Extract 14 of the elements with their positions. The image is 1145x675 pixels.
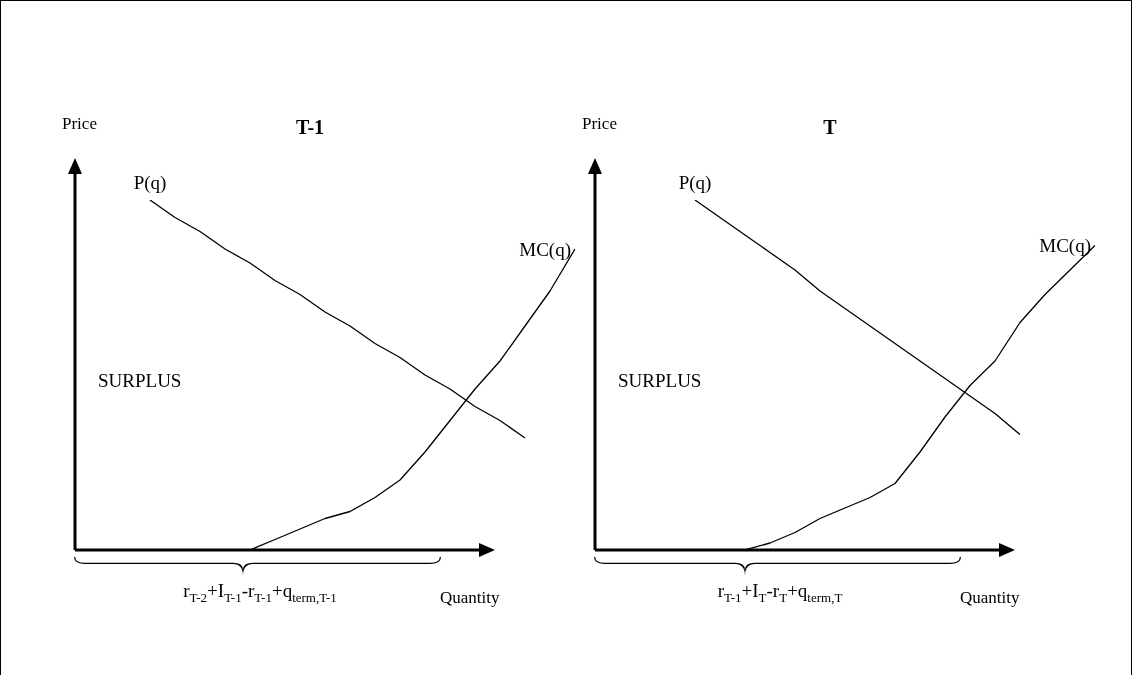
series-label: MC(q) <box>519 238 571 261</box>
chart-title: T <box>822 116 838 139</box>
annotation: SURPLUS <box>98 370 182 392</box>
series-label: P(q) <box>678 172 712 195</box>
chart-title: T-1 <box>294 116 326 139</box>
y-axis-title: Price <box>582 114 617 134</box>
annotation: SURPLUS <box>618 370 702 392</box>
y-axis-title: Price <box>62 114 97 134</box>
text: r$_{T-2}$+I$_{T-1}$-r$_{T-1}$+q$_{term,T-1}$ <box>183 580 337 605</box>
series-label: P(q) <box>133 172 167 195</box>
x-axis-title: Quantity <box>960 588 1020 608</box>
series-label: MC(q) <box>1039 235 1091 258</box>
text: r$_{T-1}$+I$_{T}$-r$_{T}$+q$_{term,T}$ <box>717 580 843 605</box>
x-axis-title: Quantity <box>440 588 500 608</box>
